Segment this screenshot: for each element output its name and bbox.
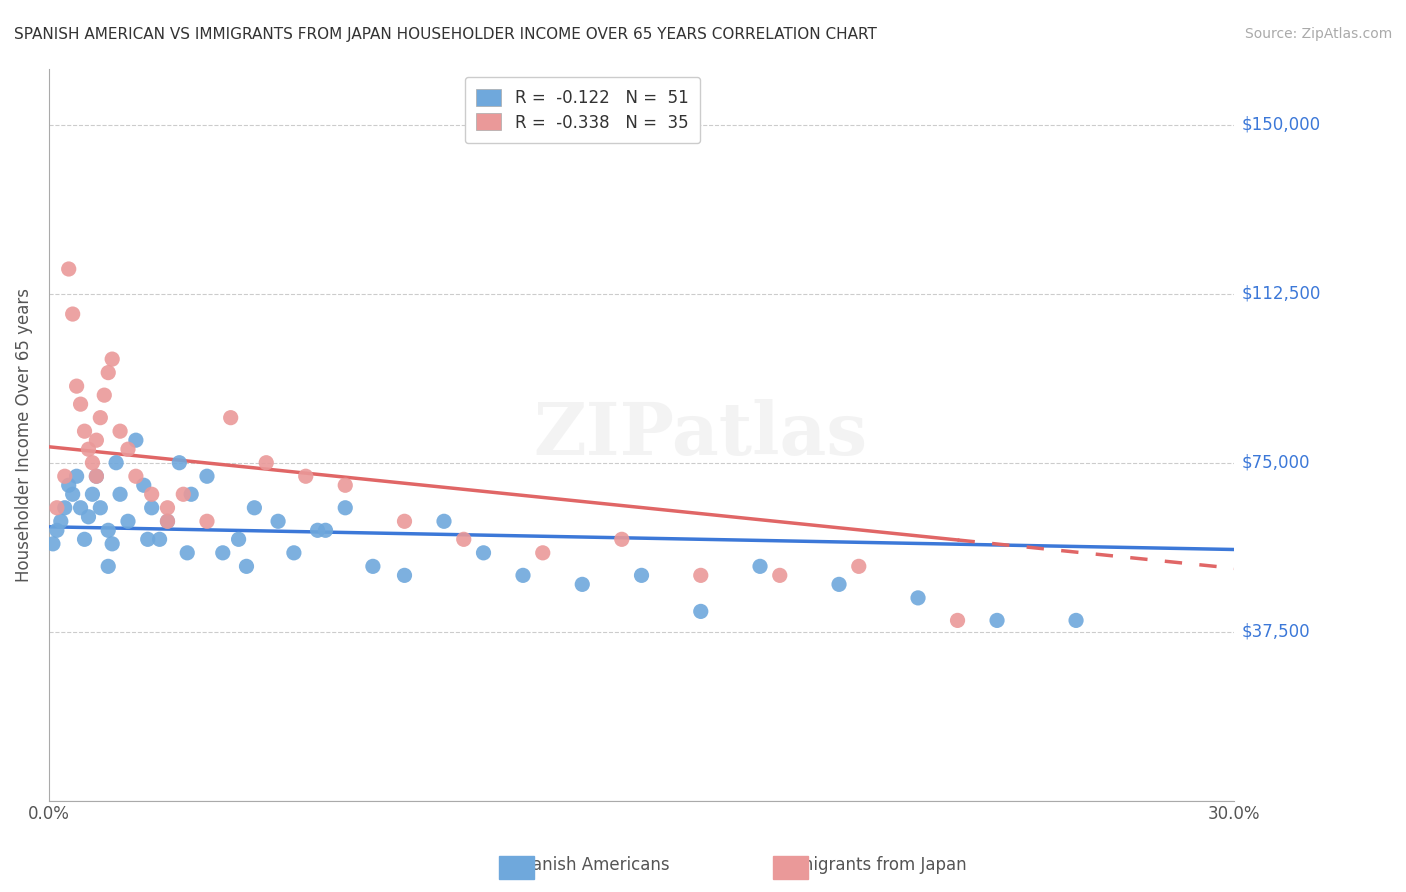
Point [156,500,179,515]
Point [77,509,100,524]
Point [531,546,554,560]
Point [472,546,495,560]
Point [195,469,218,483]
Point [254,456,277,470]
Point [73,424,96,438]
Point [610,533,633,547]
Point [117,442,139,457]
Point [235,559,257,574]
Point [86,469,108,483]
Point [82,487,104,501]
Point [101,537,124,551]
Point [315,524,337,538]
Text: ZIPatlas: ZIPatlas [534,399,868,470]
Point [148,533,170,547]
Point [89,410,111,425]
Point [394,568,416,582]
Point [169,456,191,470]
Point [65,469,87,483]
Point [433,514,456,528]
Point [307,524,329,538]
Y-axis label: Householder Income Over 65 years: Householder Income Over 65 years [15,287,32,582]
Point [335,478,357,492]
Text: $37,500: $37,500 [1241,623,1310,640]
Point [58,478,80,492]
Point [86,469,108,483]
Text: $150,000: $150,000 [1241,116,1322,134]
Point [769,568,792,582]
Point [156,514,179,528]
Point [93,388,115,402]
Point [97,366,120,380]
Point [62,307,84,321]
Point [453,533,475,547]
Point [828,577,851,591]
Text: Immigrants from Japan: Immigrants from Japan [776,856,967,874]
Point [97,559,120,574]
Point [571,577,593,591]
Point [749,559,772,574]
Point [180,487,202,501]
Point [101,352,124,367]
Point [141,487,163,501]
Text: Spanish Americans: Spanish Americans [512,856,669,874]
Point [907,591,929,605]
Point [77,442,100,457]
Point [243,500,266,515]
Point [65,379,87,393]
Point [267,514,290,528]
Point [141,500,163,515]
Text: $75,000: $75,000 [1241,454,1310,472]
Point [53,469,76,483]
Point [195,514,218,528]
Point [62,487,84,501]
Point [156,514,179,528]
Point [125,433,148,447]
Point [105,456,128,470]
Point [42,537,65,551]
Legend: R =  -0.122   N =  51, R =  -0.338   N =  35: R = -0.122 N = 51, R = -0.338 N = 35 [464,77,700,144]
Point [86,433,108,447]
Point [630,568,652,582]
Point [125,469,148,483]
Point [394,514,416,528]
Point [58,262,80,277]
Point [89,500,111,515]
Point [108,487,131,501]
Point [1064,614,1087,628]
Point [689,604,711,618]
Point [45,500,67,515]
Point [335,500,357,515]
Point [946,614,969,628]
Point [172,487,194,501]
Point [97,524,120,538]
Text: $112,500: $112,500 [1241,285,1322,302]
Point [82,456,104,470]
Point [132,478,155,492]
Point [73,533,96,547]
Text: SPANISH AMERICAN VS IMMIGRANTS FROM JAPAN HOUSEHOLDER INCOME OVER 65 YEARS CORRE: SPANISH AMERICAN VS IMMIGRANTS FROM JAPA… [14,27,877,42]
Point [117,514,139,528]
Point [512,568,534,582]
Point [45,524,67,538]
Point [283,546,305,560]
Point [69,397,91,411]
Point [69,500,91,515]
Point [108,424,131,438]
Point [176,546,198,560]
Point [689,568,711,582]
Point [361,559,384,574]
Point [136,533,159,547]
Point [53,500,76,515]
Point [294,469,316,483]
Text: Source: ZipAtlas.com: Source: ZipAtlas.com [1244,27,1392,41]
Point [211,546,233,560]
Point [228,533,250,547]
Point [986,614,1008,628]
Point [219,410,242,425]
Point [49,514,72,528]
Point [848,559,870,574]
